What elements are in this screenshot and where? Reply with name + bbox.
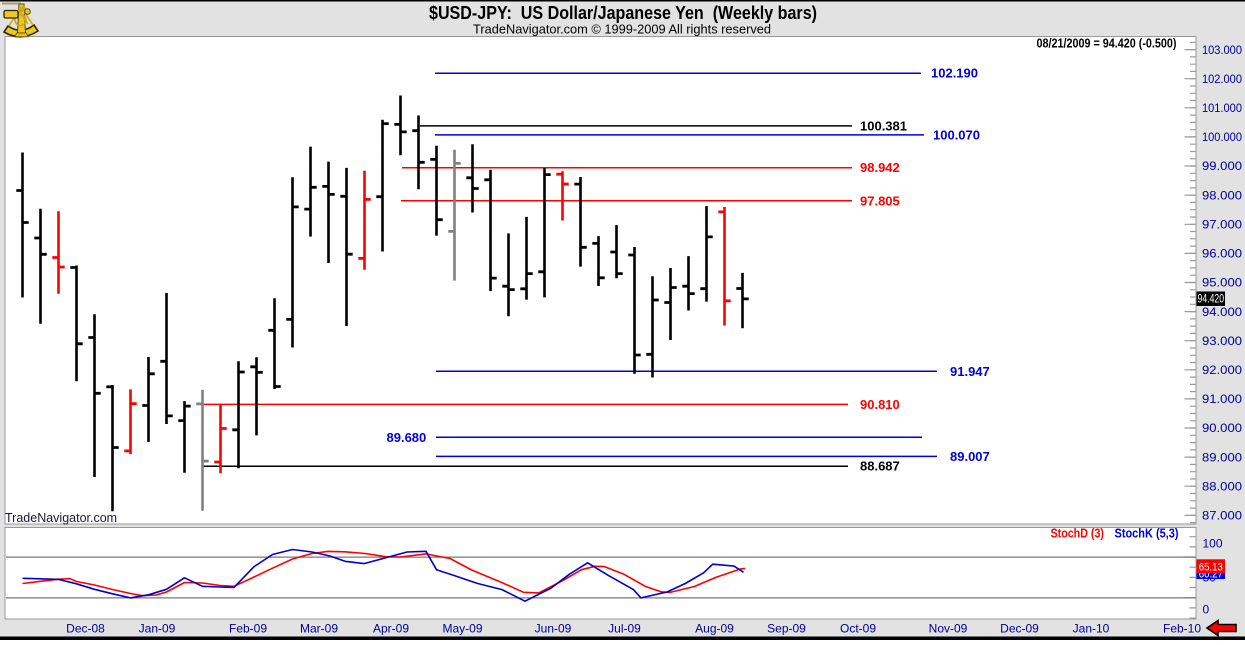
- svg-text:Jul-09: Jul-09: [608, 622, 641, 636]
- svg-text:100.381: 100.381: [860, 118, 907, 133]
- svg-text:Apr-09: Apr-09: [373, 622, 409, 636]
- svg-text:95.000: 95.000: [1202, 276, 1242, 290]
- svg-text:Feb-09: Feb-09: [229, 622, 267, 636]
- svg-text:100.000: 100.000: [1202, 130, 1242, 144]
- svg-text:91.947: 91.947: [950, 364, 990, 379]
- svg-text:Nov-09: Nov-09: [929, 622, 968, 636]
- svg-text:89.680: 89.680: [387, 430, 427, 445]
- svg-text:Dec-08: Dec-08: [66, 622, 105, 636]
- svg-text:Jan-09: Jan-09: [139, 622, 176, 636]
- svg-text:92.000: 92.000: [1202, 363, 1242, 377]
- svg-text:Jun-09: Jun-09: [535, 622, 572, 636]
- svg-text:90.810: 90.810: [860, 397, 900, 412]
- svg-text:97.805: 97.805: [860, 193, 900, 208]
- svg-text:97.000: 97.000: [1202, 218, 1242, 232]
- svg-text:88.000: 88.000: [1202, 479, 1242, 493]
- svg-text:103.000: 103.000: [1202, 43, 1242, 57]
- svg-text:0: 0: [1203, 603, 1210, 617]
- svg-text:TradeNavigator.com © 1999-2009: TradeNavigator.com © 1999-2009 All right…: [473, 22, 771, 37]
- svg-text:Dec-09: Dec-09: [1000, 622, 1039, 636]
- svg-text:99.000: 99.000: [1202, 159, 1242, 173]
- svg-text:Oct-09: Oct-09: [840, 622, 876, 636]
- svg-text:Jan-10: Jan-10: [1073, 622, 1110, 636]
- svg-text:$USD-JPY: US Dollar/Japanese: $USD-JPY: US Dollar/Japanese Yen (Weekly…: [429, 3, 817, 23]
- svg-text:Feb-10: Feb-10: [1163, 622, 1201, 636]
- svg-text:101.000: 101.000: [1202, 101, 1242, 115]
- svg-text:100.070: 100.070: [933, 127, 980, 142]
- svg-text:98.000: 98.000: [1202, 188, 1242, 202]
- svg-text:89.007: 89.007: [950, 449, 990, 464]
- svg-text:98.942: 98.942: [860, 160, 900, 175]
- svg-text:102.190: 102.190: [931, 66, 978, 81]
- svg-text:89.000: 89.000: [1202, 450, 1242, 464]
- svg-text:May-09: May-09: [442, 622, 482, 636]
- svg-text:94.000: 94.000: [1202, 305, 1242, 319]
- svg-text:100: 100: [1203, 537, 1223, 551]
- svg-text:90.000: 90.000: [1202, 421, 1242, 435]
- svg-text:93.000: 93.000: [1202, 334, 1242, 348]
- svg-text:StochD (3): StochD (3): [1051, 526, 1105, 541]
- svg-text:87.000: 87.000: [1202, 509, 1242, 523]
- svg-text:08/21/2009 = 94.420 (-0.500): 08/21/2009 = 94.420 (-0.500): [1037, 37, 1177, 51]
- svg-text:94.420: 94.420: [1198, 294, 1225, 306]
- svg-text:96.000: 96.000: [1202, 247, 1242, 261]
- svg-text:StochK (5,3): StochK (5,3): [1115, 526, 1179, 541]
- svg-text:102.000: 102.000: [1202, 72, 1242, 86]
- svg-text:88.687: 88.687: [860, 459, 900, 474]
- svg-text:TradeNavigator.com: TradeNavigator.com: [5, 511, 117, 525]
- svg-text:65.13: 65.13: [1199, 562, 1223, 574]
- svg-text:Aug-09: Aug-09: [695, 622, 734, 636]
- svg-text:Mar-09: Mar-09: [300, 622, 338, 636]
- svg-text:Sep-09: Sep-09: [767, 622, 806, 636]
- svg-text:91.000: 91.000: [1202, 392, 1242, 406]
